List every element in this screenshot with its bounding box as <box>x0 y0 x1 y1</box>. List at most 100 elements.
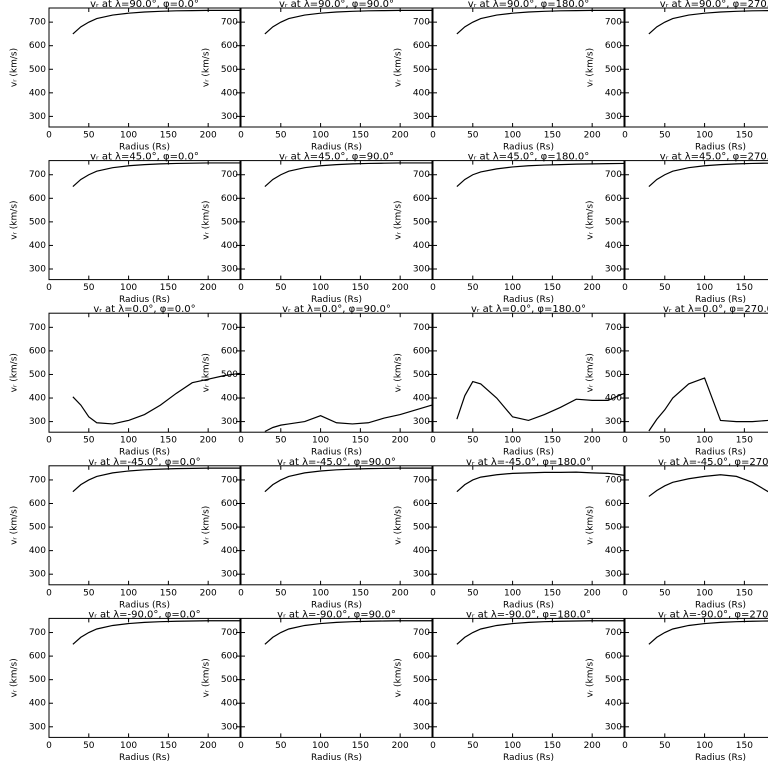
y-tick-label: 600 <box>413 499 430 509</box>
plot-frame <box>48 7 241 128</box>
y-tick-label: 600 <box>29 41 46 51</box>
x-tick-label: 0 <box>622 741 628 751</box>
y-tick-label: 500 <box>221 65 238 75</box>
x-tick-label: 200 <box>584 588 601 598</box>
x-tick-label: 200 <box>200 588 217 598</box>
y-tick-label: 600 <box>413 41 430 51</box>
data-line <box>264 9 432 35</box>
y-tick-label: 500 <box>413 370 430 380</box>
y-tick-label: 500 <box>605 65 622 75</box>
x-tick-label: 0 <box>622 131 628 141</box>
y-tick-label: 700 <box>29 475 46 485</box>
y-tick-label: 600 <box>413 652 430 662</box>
y-tick-label: 700 <box>413 475 430 485</box>
x-tick-label: 50 <box>467 588 479 598</box>
x-tick-label: 100 <box>696 131 713 141</box>
chart-title: vᵣ at λ=-90.0°, φ=90.0° <box>277 609 396 620</box>
plot-frame <box>624 617 768 738</box>
y-tick-label: 300 <box>221 264 238 274</box>
x-tick-label: 0 <box>622 436 628 446</box>
x-tick-label: 200 <box>392 131 409 141</box>
y-axis-label: vᵣ (km/s) <box>586 200 596 239</box>
y-tick-label: 700 <box>413 628 430 638</box>
y-axis-label: vᵣ (km/s) <box>586 48 596 87</box>
data-line <box>264 467 432 493</box>
chart-title: vᵣ at λ=0.0°, φ=180.0° <box>471 304 586 315</box>
y-axis-label: vᵣ (km/s) <box>394 200 404 239</box>
x-tick-label: 0 <box>430 436 436 446</box>
chart-title: vᵣ at λ=-90.0°, φ=180.0° <box>466 609 591 620</box>
data-line <box>456 471 625 493</box>
y-tick-label: 300 <box>29 722 46 732</box>
y-tick-label: 600 <box>221 346 238 356</box>
y-axis-label: vᵣ (km/s) <box>586 506 596 545</box>
y-tick-label: 700 <box>221 170 238 180</box>
x-tick-label: 150 <box>160 741 177 751</box>
y-tick-label: 400 <box>605 699 622 709</box>
data-line <box>72 162 240 187</box>
x-tick-label: 100 <box>120 741 137 751</box>
x-tick-label: 150 <box>736 283 753 293</box>
data-line <box>72 372 241 425</box>
x-axis-label: Radius (Rs) <box>695 448 746 458</box>
y-axis-label: vᵣ (km/s) <box>394 506 404 545</box>
x-tick-label: 0 <box>46 131 52 141</box>
y-tick-label: 600 <box>605 41 622 51</box>
x-tick-label: 200 <box>200 436 217 446</box>
y-axis-label: vᵣ (km/s) <box>202 353 212 392</box>
x-tick-label: 200 <box>584 436 601 446</box>
x-tick-label: 200 <box>392 436 409 446</box>
x-tick-label: 50 <box>275 436 287 446</box>
y-tick-label: 700 <box>221 475 238 485</box>
x-tick-label: 200 <box>200 131 217 141</box>
y-axis-label: vᵣ (km/s) <box>202 48 212 87</box>
data-line <box>456 9 624 35</box>
plot-frame <box>48 465 241 586</box>
y-axis-label: vᵣ (km/s) <box>586 658 596 697</box>
x-tick-label: 100 <box>120 283 137 293</box>
y-tick-label: 400 <box>413 546 430 556</box>
chart-title: vᵣ at λ=45.0°, φ=0.0° <box>90 152 199 163</box>
y-tick-label: 700 <box>29 18 46 28</box>
y-tick-label: 300 <box>605 570 622 580</box>
y-tick-label: 500 <box>605 675 622 685</box>
x-tick-label: 50 <box>83 283 95 293</box>
x-tick-label: 50 <box>83 741 95 751</box>
x-axis-label: Radius (Rs) <box>695 753 746 763</box>
y-tick-label: 400 <box>29 546 46 556</box>
plot-frame <box>624 465 768 586</box>
chart-title: vᵣ at λ=45.0°, φ=180.0° <box>468 152 589 163</box>
chart-title: vᵣ at λ=-45.0°, φ=90.0° <box>277 457 396 468</box>
x-tick-label: 50 <box>467 741 479 751</box>
chart-title: vᵣ at λ=-90.0°, φ=0.0° <box>88 609 200 620</box>
y-tick-label: 500 <box>29 370 46 380</box>
y-axis-label: vᵣ (km/s) <box>586 353 596 392</box>
y-tick-label: 600 <box>605 194 622 204</box>
y-tick-label: 300 <box>29 570 46 580</box>
x-tick-label: 100 <box>312 131 329 141</box>
x-tick-label: 100 <box>312 741 329 751</box>
x-tick-label: 100 <box>312 283 329 293</box>
y-tick-label: 400 <box>221 88 238 98</box>
x-tick-label: 0 <box>238 741 244 751</box>
x-tick-label: 50 <box>275 131 287 141</box>
x-tick-label: 0 <box>238 436 244 446</box>
data-line <box>456 380 625 422</box>
y-tick-label: 600 <box>605 346 622 356</box>
y-tick-label: 400 <box>29 241 46 251</box>
x-tick-label: 50 <box>659 588 671 598</box>
y-tick-label: 700 <box>413 323 430 333</box>
plot-frame <box>432 617 625 738</box>
x-tick-label: 100 <box>504 436 521 446</box>
y-tick-label: 300 <box>413 264 430 274</box>
x-tick-label: 150 <box>160 588 177 598</box>
plot-frame <box>48 617 241 738</box>
x-tick-label: 0 <box>430 131 436 141</box>
x-tick-label: 200 <box>584 131 601 141</box>
y-tick-label: 500 <box>605 217 622 227</box>
x-tick-label: 200 <box>392 741 409 751</box>
plot-frame <box>624 312 768 433</box>
y-tick-label: 400 <box>29 394 46 404</box>
x-tick-label: 0 <box>238 131 244 141</box>
